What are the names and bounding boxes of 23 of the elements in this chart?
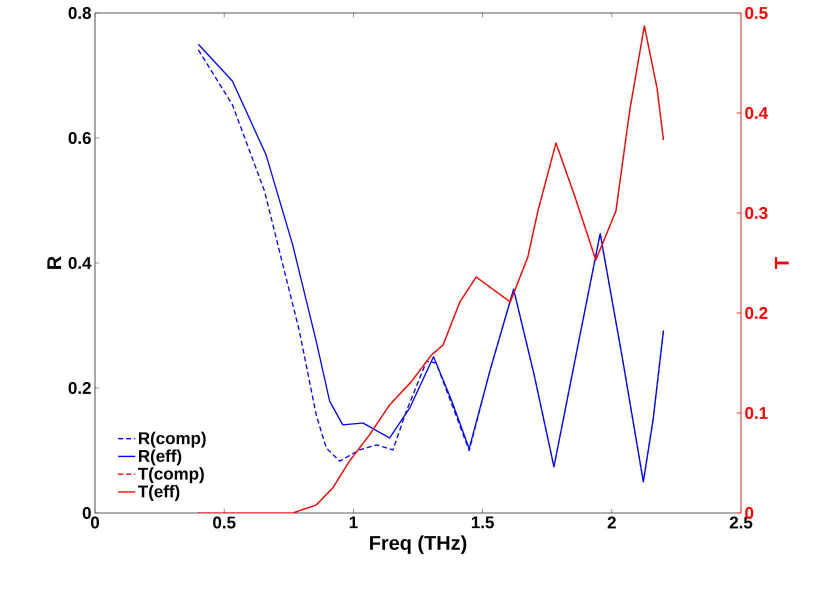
x-axis-title: Freq (THz) [370,535,466,554]
y2-axis-title: T [774,257,789,269]
y2-tick-label: 0.2 [745,307,768,319]
x-tick-label: 2 [608,516,616,528]
y2-tick-label: 0.1 [745,407,768,419]
y-tick-label: 0.2 [68,382,91,394]
y2-tick-label: 0.4 [745,107,768,119]
y-tick-label: 0 [82,507,91,519]
legend-label: R(eff) [139,450,182,466]
legend-label: T(comp) [138,467,204,484]
y2-tick-label: 0 [745,507,754,519]
y-tick-label: 0.6 [68,132,91,144]
y-tick-label: 0.4 [68,257,92,269]
x-tick-label: 0.5 [213,516,236,529]
legend-label: R(comp) [139,432,206,448]
y2-tick-label: 0.5 [745,7,768,19]
y-tick-label: 0.8 [68,7,91,19]
x-tick-label: 1 [350,516,358,528]
x-tick-label: 0 [90,516,100,529]
y-axis-title: R [47,256,62,269]
y2-tick-label: 0.3 [745,206,768,220]
legend-label: T(eff) [138,485,180,501]
x-tick-label: 1.5 [472,516,494,528]
